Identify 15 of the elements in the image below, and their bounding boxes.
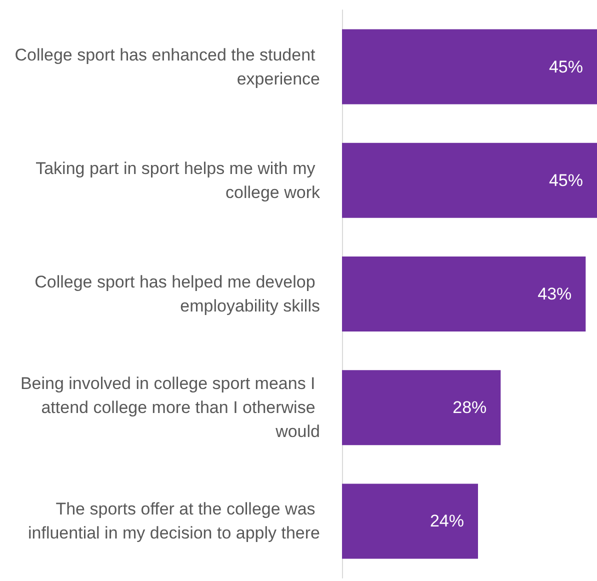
bar bbox=[342, 29, 597, 104]
data-label: 24% bbox=[430, 512, 464, 531]
bar bbox=[342, 256, 586, 332]
y-tick-label: Being involved in college sport means I attend college more than I otherwise would bbox=[20, 374, 320, 442]
data-label: 43% bbox=[538, 284, 572, 304]
bar bbox=[342, 142, 597, 218]
y-tick-label: College sport has helped me develop employability skills bbox=[34, 272, 320, 316]
data-label: 45% bbox=[548, 57, 583, 76]
y-tick-label: College sport has enhanced the student experience bbox=[14, 45, 320, 88]
data-label: 28% bbox=[452, 398, 487, 418]
y-tick-label: Taking part in sport helps me with my college work bbox=[36, 158, 320, 202]
data-label: 45% bbox=[548, 170, 583, 190]
bar bbox=[342, 370, 501, 446]
y-tick-label: The sports offer at the college was influential in my decision to apply there bbox=[28, 500, 320, 543]
bar bbox=[342, 484, 478, 559]
